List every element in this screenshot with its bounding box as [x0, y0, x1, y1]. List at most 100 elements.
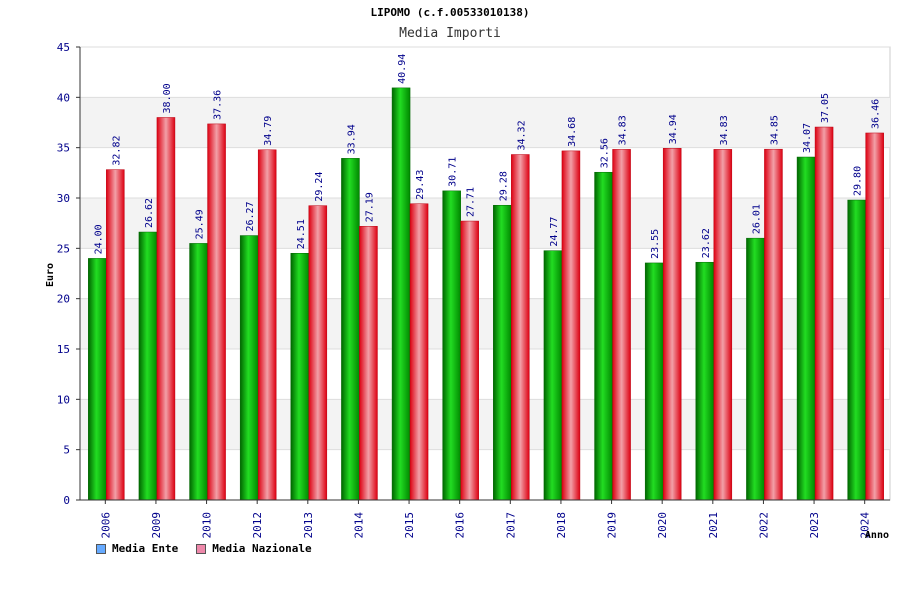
bar-media-ente-2012 [239, 235, 259, 501]
bar-media-ente-2018 [543, 250, 563, 501]
data-label: 34.79 [263, 116, 274, 146]
bar-media-ente-2015 [391, 87, 411, 501]
bar-media-nazionale-2009 [156, 117, 176, 501]
bar-media-nazionale-2013 [308, 205, 328, 501]
x-axis-label: Anno [865, 530, 889, 541]
x-tick-label: 2015 [403, 512, 416, 539]
bar-media-nazionale-2018 [561, 150, 581, 501]
data-label: 33.94 [346, 124, 357, 154]
x-tick-label: 2017 [504, 512, 517, 539]
data-label: 37.05 [820, 93, 831, 123]
x-tick-label: 2010 [201, 512, 214, 539]
bar-media-nazionale-2020 [662, 148, 682, 501]
bar-media-nazionale-2014 [359, 226, 378, 501]
data-label: 34.07 [802, 123, 813, 153]
data-label: 37.36 [213, 90, 224, 120]
x-tick-label: 2012 [251, 512, 264, 539]
bar-media-nazionale-2024 [865, 132, 884, 501]
legend-label-media-nazionale: Media Nazionale [212, 542, 312, 555]
x-tick-label: 2014 [352, 512, 365, 539]
legend-item-media-nazionale: Media Nazionale [196, 542, 312, 555]
data-label: 27.19 [364, 192, 375, 222]
y-tick-label: 0 [63, 494, 70, 507]
bar-media-ente-2017 [493, 204, 512, 501]
x-tick-label: 2009 [150, 512, 163, 539]
data-label: 34.83 [719, 115, 730, 145]
data-label: 24.77 [549, 217, 560, 247]
data-label: 26.62 [144, 198, 155, 228]
data-label: 29.80 [853, 166, 864, 196]
bar-media-ente-2019 [594, 171, 613, 501]
data-label: 24.00 [93, 224, 104, 254]
x-tick-label: 2016 [454, 512, 467, 539]
bar-media-nazionale-2016 [460, 220, 479, 501]
chart-title: LIPOMO (c.f.00533010138) [371, 6, 530, 19]
y-tick-label: 15 [57, 343, 70, 356]
legend-item-media-ente: Media Ente [96, 542, 178, 555]
y-axis-ticks: 0 5 10 15 20 25 30 35 40 45 [57, 41, 81, 507]
data-label: 40.94 [397, 54, 408, 84]
y-tick-label: 25 [57, 242, 70, 255]
bar-media-ente-2024 [847, 199, 866, 501]
x-tick-label: 2024 [859, 512, 872, 539]
data-label: 26.27 [245, 201, 256, 231]
x-tick-label: 2020 [656, 512, 669, 539]
y-tick-label: 10 [57, 393, 70, 406]
data-label: 26.01 [751, 204, 762, 234]
data-label: 38.00 [162, 83, 173, 113]
legend: Media Ente Media Nazionale [96, 542, 312, 555]
x-tick-label: 2013 [302, 512, 315, 539]
bar-media-nazionale-2023 [814, 126, 834, 501]
data-label: 29.43 [415, 170, 426, 200]
bar-media-nazionale-2006 [106, 169, 125, 501]
bar-media-ente-2010 [189, 243, 208, 501]
data-label: 34.94 [668, 114, 679, 144]
bar-media-nazionale-2017 [511, 154, 530, 501]
bar-media-nazionale-2019 [612, 149, 631, 501]
bar-media-ente-2023 [796, 156, 816, 501]
data-label: 30.71 [448, 157, 459, 187]
y-tick-label: 5 [63, 444, 70, 457]
legend-swatch-media-ente [96, 543, 106, 554]
bar-media-ente-2009 [138, 231, 158, 501]
bar-media-ente-2016 [442, 190, 461, 501]
x-tick-label: 2023 [808, 512, 821, 539]
bars [88, 87, 884, 501]
x-axis-ticks: 2006 2009 2010 2012 2013 2014 2015 2016 2017 2018… [80, 499, 890, 539]
legend-label-media-ente: Media Ente [112, 542, 179, 555]
data-label: 29.28 [498, 171, 509, 201]
y-tick-label: 30 [57, 192, 70, 205]
data-label: 36.46 [871, 99, 882, 129]
bar-media-ente-2021 [695, 261, 715, 501]
bar-media-ente-2014 [341, 158, 360, 501]
x-tick-label: 2018 [555, 512, 568, 539]
data-label: 25.49 [195, 209, 206, 239]
x-tick-label: 2006 [99, 512, 112, 539]
y-tick-label: 20 [57, 293, 70, 306]
data-label: 23.62 [701, 228, 712, 258]
chart-subtitle: Media Importi [399, 26, 501, 41]
data-label: 29.24 [314, 172, 325, 202]
bar-media-ente-2022 [746, 237, 765, 501]
y-tick-label: 40 [57, 91, 70, 104]
legend-swatch-media-nazionale [196, 543, 207, 554]
bar-media-ente-2006 [88, 258, 107, 501]
data-label: 32.56 [600, 138, 611, 168]
bar-media-nazionale-2015 [409, 203, 429, 501]
data-label: 27.71 [466, 187, 477, 217]
bar-media-nazionale-2012 [257, 149, 277, 501]
data-label: 23.55 [650, 229, 661, 259]
y-tick-label: 35 [57, 142, 70, 155]
data-label: 32.82 [111, 136, 122, 166]
data-label: 34.85 [769, 115, 780, 145]
bar-media-nazionale-2021 [713, 149, 733, 501]
bar-media-nazionale-2022 [764, 148, 783, 501]
data-label: 24.51 [296, 219, 307, 249]
x-tick-label: 2022 [757, 512, 770, 539]
bar-media-nazionale-2010 [207, 123, 226, 501]
bar-media-ente-2013 [290, 253, 310, 501]
data-labels: 24.00 32.82 26.62 38.00 25.49 37.36 26.27 34.79… [93, 54, 881, 259]
x-tick-label: 2021 [707, 512, 720, 539]
data-label: 34.32 [516, 120, 527, 150]
